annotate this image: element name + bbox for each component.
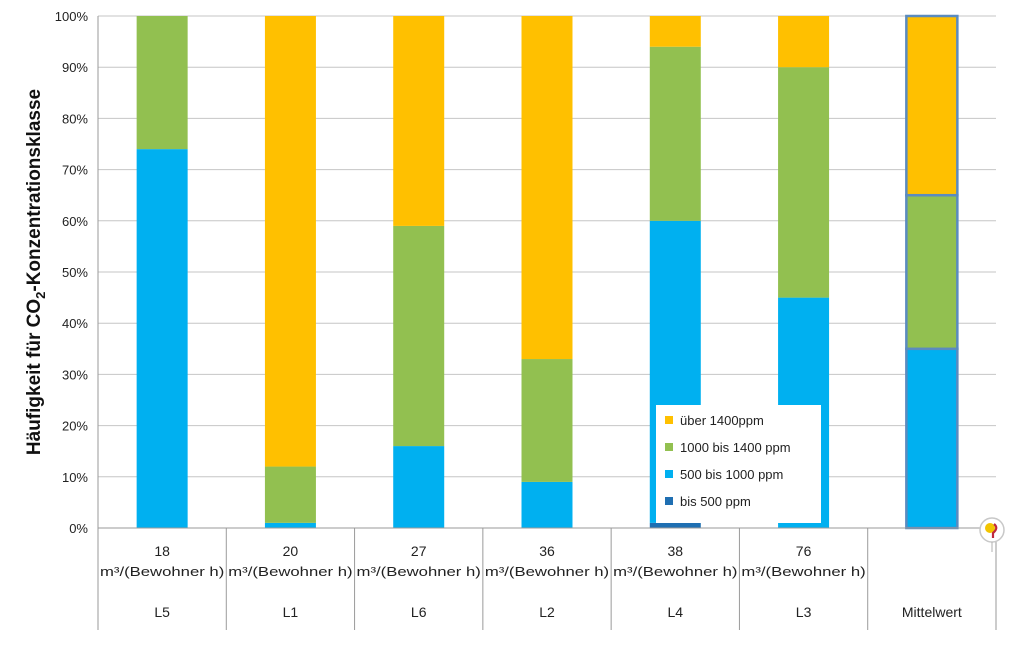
category-label: Mittelwert [902,604,962,620]
legend-entry: 1000 bis 1400 ppm [680,440,791,455]
bar-segment [649,16,701,47]
legend-swatch [665,443,673,451]
y-tick-label: 70% [62,163,88,178]
bar-segment [264,466,316,523]
category-unit: m³/(Bewohner h) [613,564,737,579]
bar-segment [649,46,701,221]
y-axis-label: Häufigkeit für CO2-Konzentrationsklasse [24,89,48,455]
category-label: L5 [154,604,170,620]
bar-segment [393,446,445,528]
bar-segment [521,481,573,528]
category-rate: 38 [667,543,683,559]
y-tick-label: 40% [62,316,88,331]
legend: über 1400ppm 1000 bis 1400 ppm 500 bis 100… [656,405,821,523]
y-tick-label: 90% [62,60,88,75]
category-unit: m³/(Bewohner h) [228,564,352,579]
y-tick-label: 10% [62,470,88,485]
category-rate: 27 [411,543,427,559]
y-tick-label: 100% [55,9,89,24]
category-rate: 18 [154,543,170,559]
category-rate: 76 [796,543,812,559]
y-tick-label: 60% [62,214,88,229]
bar-segment [393,225,445,447]
category-label: L6 [411,604,427,620]
bar-segment [905,14,959,197]
bar-segment [905,193,959,351]
category-label: L3 [796,604,812,620]
bar-segment [778,16,830,68]
category-label: L4 [667,604,683,620]
legend-entry: 500 bis 1000 ppm [680,467,783,482]
y-tick-label: 20% [62,419,88,434]
bar-segment [264,16,316,467]
legend-swatch [665,470,673,478]
bar-segment [905,347,959,530]
legend-swatch [665,416,673,424]
category-label: L2 [539,604,555,620]
bar-segment [136,149,188,528]
legend-entry: bis 500 ppm [680,494,751,509]
bar-segment [649,522,701,528]
legend-entry: über 1400ppm [680,413,764,428]
category-rate: 20 [283,543,299,559]
category-unit: m³/(Bewohner h) [100,564,224,579]
y-axis-label-part: Häufigkeit für CO [24,299,45,455]
y-tick-label: 30% [62,367,88,382]
y-tick-label: 80% [62,111,88,126]
y-axis: 0% 10% 20% 30% 40% 50% 60% 70% 80% 90% 100% [55,9,99,536]
y-tick-label: 0% [69,521,88,536]
category-label: L1 [283,604,299,620]
bar-segment [778,67,830,298]
category-unit: m³/(Bewohner h) [741,564,865,579]
bar-segment [393,16,445,226]
y-tick-label: 50% [62,265,88,280]
bar-segment [136,16,188,150]
x-axis: 18 m³/(Bewohner h) L5 20 m³/(Bewohner h) L1 27… [97,527,997,630]
bar-segment [521,359,573,482]
legend-swatch [665,497,673,505]
legend-box [656,405,821,523]
y-axis-label-part: -Konzentrationsklasse [24,89,45,292]
y-axis-label-subscript: 2 [33,292,48,299]
category-unit: m³/(Bewohner h) [357,564,481,579]
bars [136,14,959,530]
logo-icon [979,517,1005,552]
category-unit: m³/(Bewohner h) [485,564,609,579]
bar-segment [264,522,316,528]
category-rate: 36 [539,543,555,559]
bar-segment [521,16,573,360]
